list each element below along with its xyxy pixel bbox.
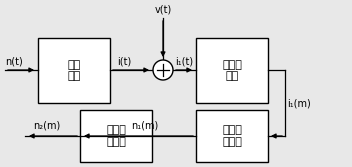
Bar	[196, 110, 268, 162]
Text: v(t): v(t)	[155, 4, 172, 14]
Bar	[196, 38, 268, 103]
Text: 噪声抑
制模块: 噪声抑 制模块	[106, 125, 126, 147]
Text: n₂(m): n₂(m)	[33, 121, 60, 131]
Bar	[38, 38, 110, 103]
Text: 数模转
换器: 数模转 换器	[222, 60, 242, 81]
Bar	[80, 110, 152, 162]
Text: n(t): n(t)	[5, 57, 23, 67]
Text: i(t): i(t)	[117, 57, 131, 67]
Text: 延迟消
除模块: 延迟消 除模块	[222, 125, 242, 147]
Text: 测量
系统: 测量 系统	[67, 60, 81, 81]
Text: i₁(t): i₁(t)	[175, 57, 193, 67]
Circle shape	[153, 60, 173, 80]
Text: n₁(m): n₁(m)	[131, 121, 158, 131]
Text: i₁(m): i₁(m)	[287, 98, 311, 108]
